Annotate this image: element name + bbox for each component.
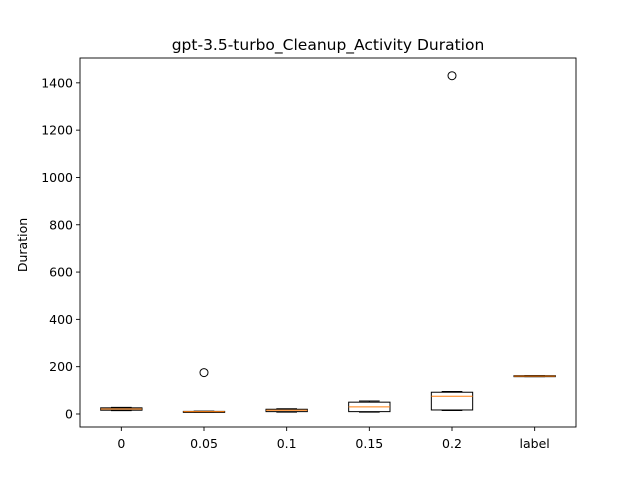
y-tick-label: 200: [49, 359, 73, 374]
x-tick-label: 0.1: [277, 436, 297, 451]
y-tick-label: 800: [49, 217, 73, 232]
x-tick-label: 0.15: [355, 436, 383, 451]
x-tick-label: 0: [117, 436, 125, 451]
chart-title: gpt-3.5-turbo_Cleanup_Activity Duration: [172, 36, 485, 55]
plot-area: 0 200 400 600 800 1000 1200 1400 0 0.05 0.1 0.15 0.2…: [41, 71, 556, 451]
axes-frame: [79, 57, 577, 428]
y-tick-label: 400: [49, 312, 73, 327]
y-tick-label: 1000: [41, 170, 73, 185]
y-tick-label: 1200: [41, 123, 73, 138]
x-tick-label: 0.2: [442, 436, 462, 451]
outlier-point: [199, 368, 209, 378]
y-tick-label: 1400: [41, 75, 73, 90]
x-tick-label: 0.05: [190, 436, 218, 451]
y-tick-label: 0: [65, 406, 73, 421]
outlier-point: [447, 71, 457, 81]
x-tick-label: label: [520, 436, 550, 451]
y-tick-label: 600: [49, 265, 73, 280]
y-axis-label: Duration: [15, 218, 30, 272]
box-iqr: [430, 391, 474, 411]
